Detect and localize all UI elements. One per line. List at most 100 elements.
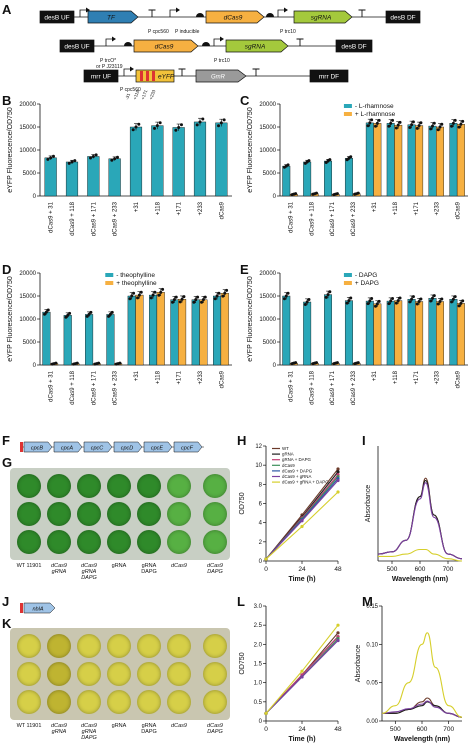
chart-b-data-point (115, 155, 119, 159)
chart-c-data-point (453, 118, 457, 122)
chart-c-data-point (415, 126, 419, 130)
chart-m-series-line (381, 700, 463, 718)
chart-b-data-point (155, 124, 159, 128)
panel-label-g: G (2, 455, 13, 470)
chart-d-data-point (215, 294, 219, 298)
chart-e-data-point (377, 299, 381, 303)
chart-d-legend-label: + theophylline (116, 280, 157, 287)
chart-d-data-point (200, 300, 204, 304)
promoter-icon-head (220, 36, 224, 42)
chart-b-data-point (174, 128, 178, 132)
chart-l-data-point (300, 675, 304, 679)
chart-c-x-tick-label: dCas9 (456, 201, 462, 219)
chart-l-data-point (300, 669, 304, 673)
chart-e-data-point (457, 304, 461, 308)
chart-e-data-point (314, 361, 318, 365)
chart-d-data-point (139, 290, 143, 294)
chart-d-bar (170, 299, 179, 366)
chart-e-x-tick-label: +171 (414, 370, 420, 384)
chart-e-x-tick-label: +118 (393, 370, 399, 384)
construct-a-pcpc560-label: P cpc560 (148, 29, 169, 35)
chart-c-data-point (417, 124, 421, 128)
plate-strain-label: dCas9 (171, 563, 187, 569)
chart-d-data-point (46, 308, 50, 312)
chart-c-bar (386, 123, 395, 197)
chart-l-y-tick-label: 2.5 (254, 623, 263, 629)
chart-d-x-tick-label: dCas9 + 118 (70, 370, 76, 404)
chart-h-y-tick-label: 4 (259, 521, 263, 527)
chart-e-data-point (347, 299, 351, 303)
construct-a-tf-gene (87, 10, 139, 24)
chart-l-y-axis-label: OD750 (239, 652, 246, 674)
chart-d-data-point (192, 300, 196, 304)
plate-well (107, 502, 131, 526)
plate-well (47, 634, 71, 658)
chart-e-bar (407, 299, 416, 366)
chart-m-y-tick-label: 0.15 (366, 604, 378, 610)
chart-b-y-tick-label: 20000 (19, 102, 36, 108)
chart-e-data-point (328, 290, 332, 294)
chart-c-bar (415, 125, 424, 197)
rbs-icon (266, 13, 274, 17)
plate-well (47, 474, 71, 498)
chart-e-data-point (419, 297, 423, 301)
chart-c-data-point (349, 155, 353, 159)
promoter-icon-head (176, 7, 180, 13)
plate-well (167, 474, 191, 498)
operon-f-gene-label: cpcB (31, 446, 44, 452)
chart-c-data-point (314, 191, 318, 195)
construct-a-desb-uf-label: desB UF (44, 15, 69, 22)
operon-f-gene (83, 441, 113, 453)
construct-a-target-site (140, 71, 143, 81)
construct-a-site-label: +118 (132, 89, 140, 100)
panel-label-c: C (240, 93, 250, 108)
chart-i-series-line (377, 479, 463, 560)
chart-i-x-tick-label: 700 (443, 566, 454, 573)
chart-h-legend-label: WT (282, 446, 289, 451)
chart-d-bar (135, 294, 144, 366)
construct-a-eyfp-label: eYFP (158, 74, 175, 81)
plate-well (137, 502, 161, 526)
chart-e-data-point (417, 300, 421, 304)
plate-strain-label: WT 11901 (16, 723, 42, 729)
chart-c-data-point (328, 158, 332, 162)
chart-b-bar (108, 158, 121, 197)
promoter-icon-head (284, 7, 288, 13)
plate-well (77, 690, 101, 714)
chart-h-y-tick-label: 2 (259, 540, 263, 546)
plate-well (17, 530, 41, 554)
chart-d-x-tick-label: dCas9 + 171 (91, 370, 97, 405)
chart-b-data-point (131, 128, 135, 132)
plate-well (203, 502, 227, 526)
operon-j-target-site (20, 603, 23, 613)
panel-label-e: E (240, 262, 249, 277)
chart-b-x-tick-label: dCas9 + 31 (49, 201, 55, 233)
chart-c-bar (373, 123, 382, 197)
chart-b-x-tick-label: dCas9 + 171 (91, 201, 97, 236)
chart-e-data-point (453, 295, 457, 299)
chart-c-x-tick-label: +233 (435, 201, 441, 215)
chart-d-data-point (54, 361, 58, 365)
chart-d-data-point (217, 291, 221, 295)
chart-e-data-point (368, 299, 372, 303)
operon-f-gene (53, 441, 83, 453)
chart-e-data-point (391, 297, 395, 301)
chart-m-y-tick-label: 0.10 (366, 642, 378, 648)
chart-d-y-tick-label: 10000 (19, 317, 36, 323)
chart-c-data-point (387, 124, 391, 128)
panel-label-h: H (237, 433, 247, 448)
chart-h-data-point (300, 524, 304, 529)
chart-e-data-point (432, 294, 436, 298)
operon-f-gene-label: cpcA (61, 446, 74, 452)
chart-d-x-tick-label: dCas9 + 31 (49, 370, 55, 402)
chart-h-legend-label: dCas9 + DAPG (282, 468, 313, 473)
chart-d-data-point (201, 298, 205, 302)
promoter-icon-head (86, 7, 90, 13)
chart-e-y-tick-label: 20000 (259, 271, 276, 277)
chart-c-bar (407, 124, 416, 197)
chart-h-y-tick-label: 10 (255, 463, 262, 469)
chart-b-data-point (51, 154, 55, 158)
chart-c-bar (428, 125, 437, 197)
plate-strain-label: dCas9 gRNA DAPG (81, 723, 97, 741)
chart-b-bar (215, 122, 228, 197)
